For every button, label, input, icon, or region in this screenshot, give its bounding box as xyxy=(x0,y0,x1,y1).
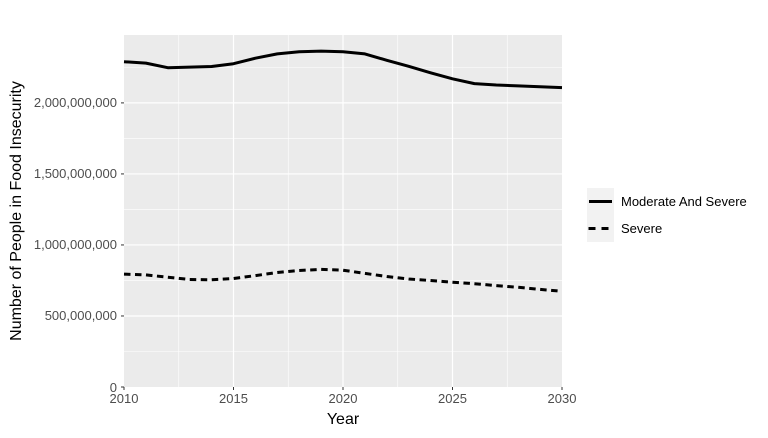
series-line-moderate-and-severe xyxy=(123,49,563,90)
x-axis-tick-label: 2010 xyxy=(109,391,139,406)
x-axis-title: Year xyxy=(326,411,360,428)
series-line-severe xyxy=(123,267,563,293)
x-axis-tick-label: 2025 xyxy=(438,391,467,406)
y-axis-tick-label: 2,000,000,000 xyxy=(33,95,117,111)
y-axis-tick-label: 1,000,000,000 xyxy=(33,237,117,253)
y-axis-tick-label: 1,500,000,000 xyxy=(33,166,117,182)
x-axis-tick-label: 2020 xyxy=(328,391,358,406)
legend-entry-moderate-and-severe: Moderate And Severe xyxy=(587,188,747,215)
x-axis-tick-label: 2030 xyxy=(547,391,577,406)
x-axis-tick-label: 2015 xyxy=(219,391,248,406)
legend-key-dashed-line-icon xyxy=(587,215,614,242)
y-axis-tick-label: 500,000,000 xyxy=(44,308,117,324)
legend-label-moderate-and-severe: Moderate And Severe xyxy=(621,194,747,209)
legend-entry-severe: Severe xyxy=(587,215,747,242)
legend-key-solid-line-icon xyxy=(587,188,614,215)
y-axis-title: Number of People in Food Insecurity xyxy=(8,81,25,341)
legend-label-severe: Severe xyxy=(621,221,663,236)
legend: Moderate And Severe Severe xyxy=(587,188,747,242)
y-axis-tick-label: 0 xyxy=(109,379,117,395)
